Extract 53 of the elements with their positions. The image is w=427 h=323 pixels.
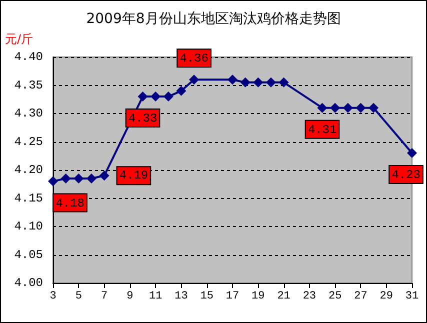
- y-tick-label: 4.35: [14, 78, 43, 92]
- point: [138, 92, 148, 102]
- data-label: 4.19: [119, 168, 148, 183]
- y-tick-label: 4.15: [14, 191, 43, 206]
- y-axis-title: 元/斤: [5, 32, 34, 46]
- y-tick-label: 4.00: [14, 276, 43, 290]
- point: [317, 102, 328, 113]
- x-tick-label: 17: [226, 290, 240, 302]
- point: [48, 176, 58, 186]
- point: [189, 74, 200, 85]
- x-tick-label: 29: [380, 290, 393, 302]
- point: [356, 102, 366, 113]
- x-tick-label: 27: [354, 290, 368, 302]
- x-tick-label: 7: [100, 290, 108, 302]
- point: [278, 77, 289, 88]
- chart-title: 2009年8月份山东地区淘汰鸡价格走势图: [86, 11, 341, 27]
- y-tick-label: 4.40: [14, 50, 43, 64]
- point: [240, 77, 250, 88]
- x-tick-label: 5: [75, 290, 82, 302]
- point: [74, 173, 84, 184]
- data-label: 4.18: [56, 196, 84, 210]
- point: [253, 77, 264, 88]
- y-tick-label: 4.30: [14, 106, 43, 120]
- y-tick-label: 4.10: [14, 220, 43, 234]
- x-tick-label: 21: [277, 290, 291, 302]
- x-tick-label: 3: [50, 290, 56, 302]
- point: [60, 173, 71, 184]
- data-label: 4.23: [392, 168, 420, 182]
- point: [176, 86, 186, 96]
- point: [368, 102, 379, 113]
- point: [342, 102, 353, 113]
- point: [330, 102, 340, 113]
- point: [266, 77, 276, 88]
- x-tick-label: 15: [200, 290, 214, 302]
- point: [99, 170, 110, 181]
- data-label: 4.31: [308, 122, 337, 137]
- point: [407, 148, 417, 158]
- point: [228, 74, 238, 85]
- data-label: 4.33: [128, 112, 158, 126]
- x-tick-label: 9: [126, 290, 134, 302]
- x-tick-label: 25: [328, 290, 342, 302]
- x-tick-label: 19: [252, 290, 265, 302]
- point: [163, 92, 174, 102]
- point: [86, 173, 96, 184]
- y-tick-label: 4.25: [14, 134, 43, 149]
- data-label: 4.36: [180, 52, 208, 66]
- point: [150, 92, 161, 102]
- y-tick-label: 4.20: [14, 163, 43, 177]
- x-tick-label: 31: [405, 290, 419, 302]
- x-tick-label: 23: [302, 290, 316, 302]
- y-tick-label: 4.05: [14, 248, 43, 262]
- x-tick-label: 13: [174, 290, 188, 302]
- x-tick-label: 11: [148, 290, 163, 302]
